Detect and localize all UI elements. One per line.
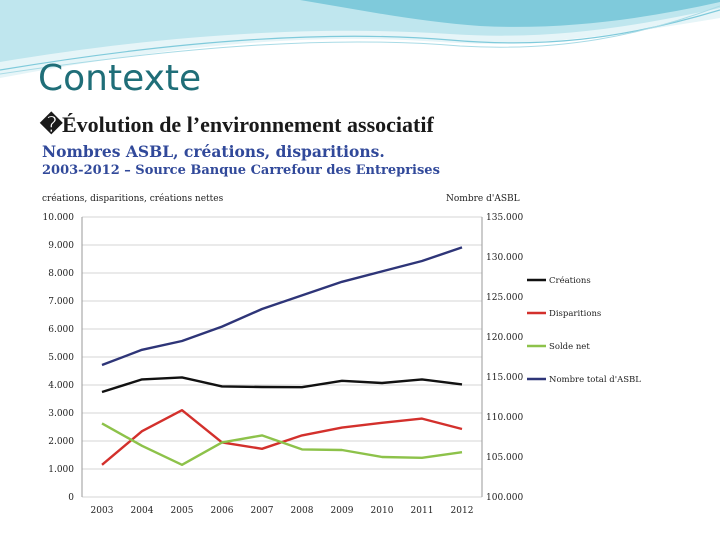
left-tick-label: 5.000	[48, 353, 74, 363]
bullet-text: Évolution de l’environnement associatif	[62, 112, 434, 137]
x-tick-label: 2009	[331, 506, 354, 516]
x-tick-label: 2006	[211, 506, 234, 516]
x-tick-label: 2012	[451, 506, 474, 516]
legend-label: Créations	[549, 275, 591, 286]
left-tick-label: 9.000	[48, 241, 74, 251]
grid	[81, 216, 483, 498]
chart-subtitle: 2003-2012 – Source Banque Carrefour des …	[42, 163, 440, 178]
left-tick-label: 8.000	[48, 269, 74, 279]
series-line-solde-net	[101, 422, 463, 466]
left-tick-label: 6.000	[48, 325, 74, 335]
right-tick-label: 125.000	[486, 293, 523, 303]
header-swoosh-decoration	[0, 0, 720, 78]
slide-title: Contexte	[38, 58, 202, 99]
bullet-icon: �	[40, 112, 63, 137]
legend-label: Solde net	[549, 342, 590, 352]
right-tick-label: 110.000	[486, 413, 523, 423]
chart-title: Nombres ASBL, créations, disparitions.	[42, 142, 385, 161]
right-tick-label: 115.000	[486, 373, 523, 383]
right-tick-label: 105.000	[486, 453, 523, 463]
x-tick-label: 2003	[91, 506, 114, 516]
left-tick-label: 7.000	[48, 297, 74, 307]
x-tick-label: 2005	[171, 506, 194, 516]
right-tick-label: 135.000	[486, 213, 523, 223]
series-line-nombre-total-d-asbl	[101, 246, 463, 367]
right-axis-label: Nombre d'ASBL	[446, 194, 520, 204]
left-tick-label: 2.000	[48, 437, 74, 447]
x-tick-label: 2010	[371, 506, 394, 516]
series	[101, 246, 463, 466]
series-line-creations	[101, 376, 463, 394]
left-tick-label: 3.000	[48, 409, 74, 419]
legend: Créations Disparitions Solde net Nombre tot…	[527, 275, 641, 385]
left-axis-label: créations, disparitions, créations nette…	[42, 193, 224, 204]
left-tick-label: 4.000	[48, 381, 74, 391]
x-tick-label: 2008	[291, 506, 314, 516]
x-tick-label: 2011	[411, 506, 434, 516]
tick-labels: 0 1.000 2.000 3.000 4.000 5.000 6.000 7.000 8.00…	[43, 213, 524, 516]
right-tick-label: 120.000	[486, 333, 523, 343]
x-tick-label: 2004	[131, 506, 154, 516]
right-tick-label: 100.000	[486, 493, 523, 503]
bullet-line: �Évolution de l’environnement associatif	[40, 112, 434, 138]
left-tick-label: 0	[68, 493, 74, 503]
legend-label: Disparitions	[549, 309, 601, 319]
x-tick-label: 2007	[251, 506, 274, 516]
legend-label: Nombre total d'ASBL	[549, 375, 641, 385]
right-tick-label: 130.000	[486, 253, 523, 263]
left-tick-label: 1.000	[48, 465, 74, 475]
left-tick-label: 10.000	[43, 213, 75, 223]
